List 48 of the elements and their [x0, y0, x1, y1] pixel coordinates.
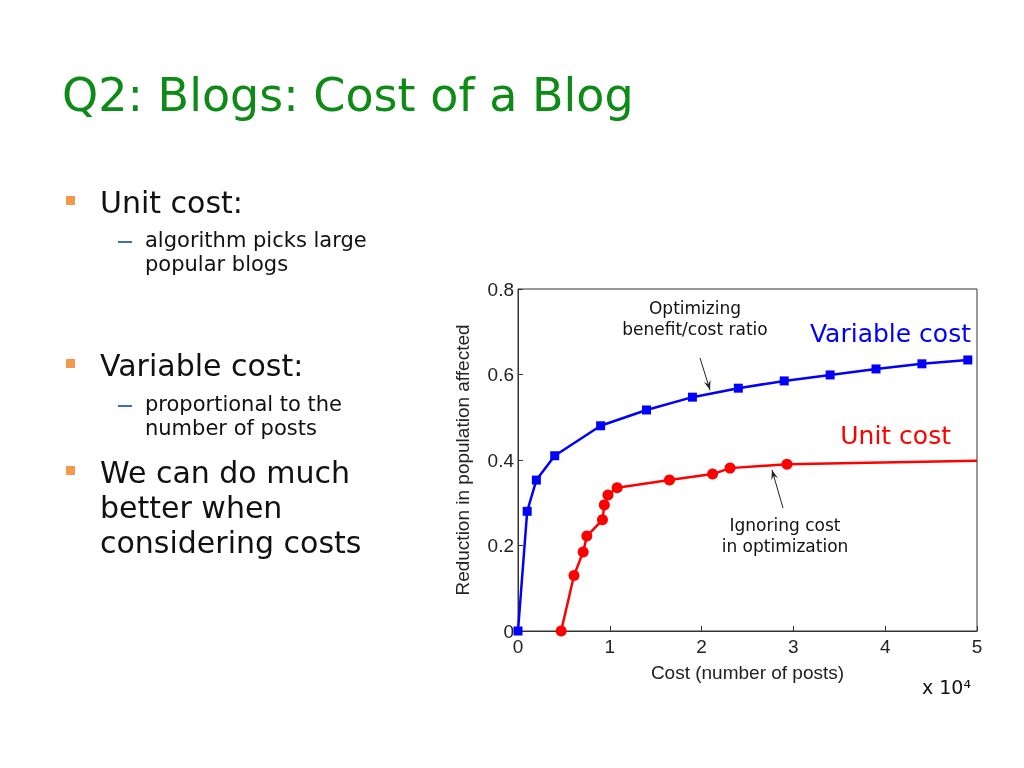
point: [550, 451, 560, 461]
point: [531, 475, 541, 485]
y-axis-title: Reduction in population affected: [452, 324, 473, 596]
point: [596, 421, 606, 431]
annotation: Ignoring cost in optimization: [720, 515, 850, 558]
point: [687, 392, 697, 402]
point: [779, 376, 789, 386]
y-tick-label: 0.6: [487, 364, 514, 385]
point: [663, 474, 675, 486]
text: Variable cost:: [100, 348, 305, 383]
y-tick-label: 0: [503, 620, 514, 642]
point: [825, 370, 835, 380]
point: [707, 468, 719, 480]
point: [568, 569, 580, 581]
point: [611, 482, 623, 494]
x-tick-label: 3: [788, 636, 799, 657]
y-tick-label: 0.4: [487, 449, 515, 471]
point: [602, 489, 614, 501]
x-tick-label: 1: [604, 636, 616, 657]
y-tick-label: 0.2: [487, 535, 514, 556]
x-axis-title: Cost (number of posts): [650, 662, 845, 683]
point: [642, 405, 652, 415]
point: [581, 530, 593, 542]
x-tick-label: 5: [971, 636, 983, 657]
point: [577, 546, 589, 558]
point: [917, 359, 927, 369]
point: [781, 458, 793, 470]
point: [513, 626, 523, 636]
point: [522, 506, 532, 516]
point: [555, 625, 567, 637]
point: [963, 355, 973, 365]
y-tick-label: 0.8: [487, 278, 514, 300]
text: proportional to the number of posts: [145, 392, 343, 440]
chart-title: Q2: Blogs: Cost of a Blog: [62, 68, 634, 122]
series-label: Variable cost: [809, 319, 971, 348]
text: algorithm picks large popular blogs: [145, 228, 368, 276]
point: [598, 499, 610, 511]
point: [733, 383, 743, 393]
annotation: Optimizing benefit/cost ratio: [621, 298, 769, 341]
point: [724, 462, 736, 474]
point: [596, 514, 608, 526]
x-tick-label: 2: [696, 636, 707, 657]
text: x 10⁴: [922, 676, 972, 698]
series-label: Unit cost: [840, 421, 951, 450]
x-tick-label: 4: [879, 636, 891, 657]
text: Unit cost:: [100, 185, 244, 220]
point: [871, 364, 881, 374]
text: We can do much better when considering costs: [100, 455, 363, 560]
